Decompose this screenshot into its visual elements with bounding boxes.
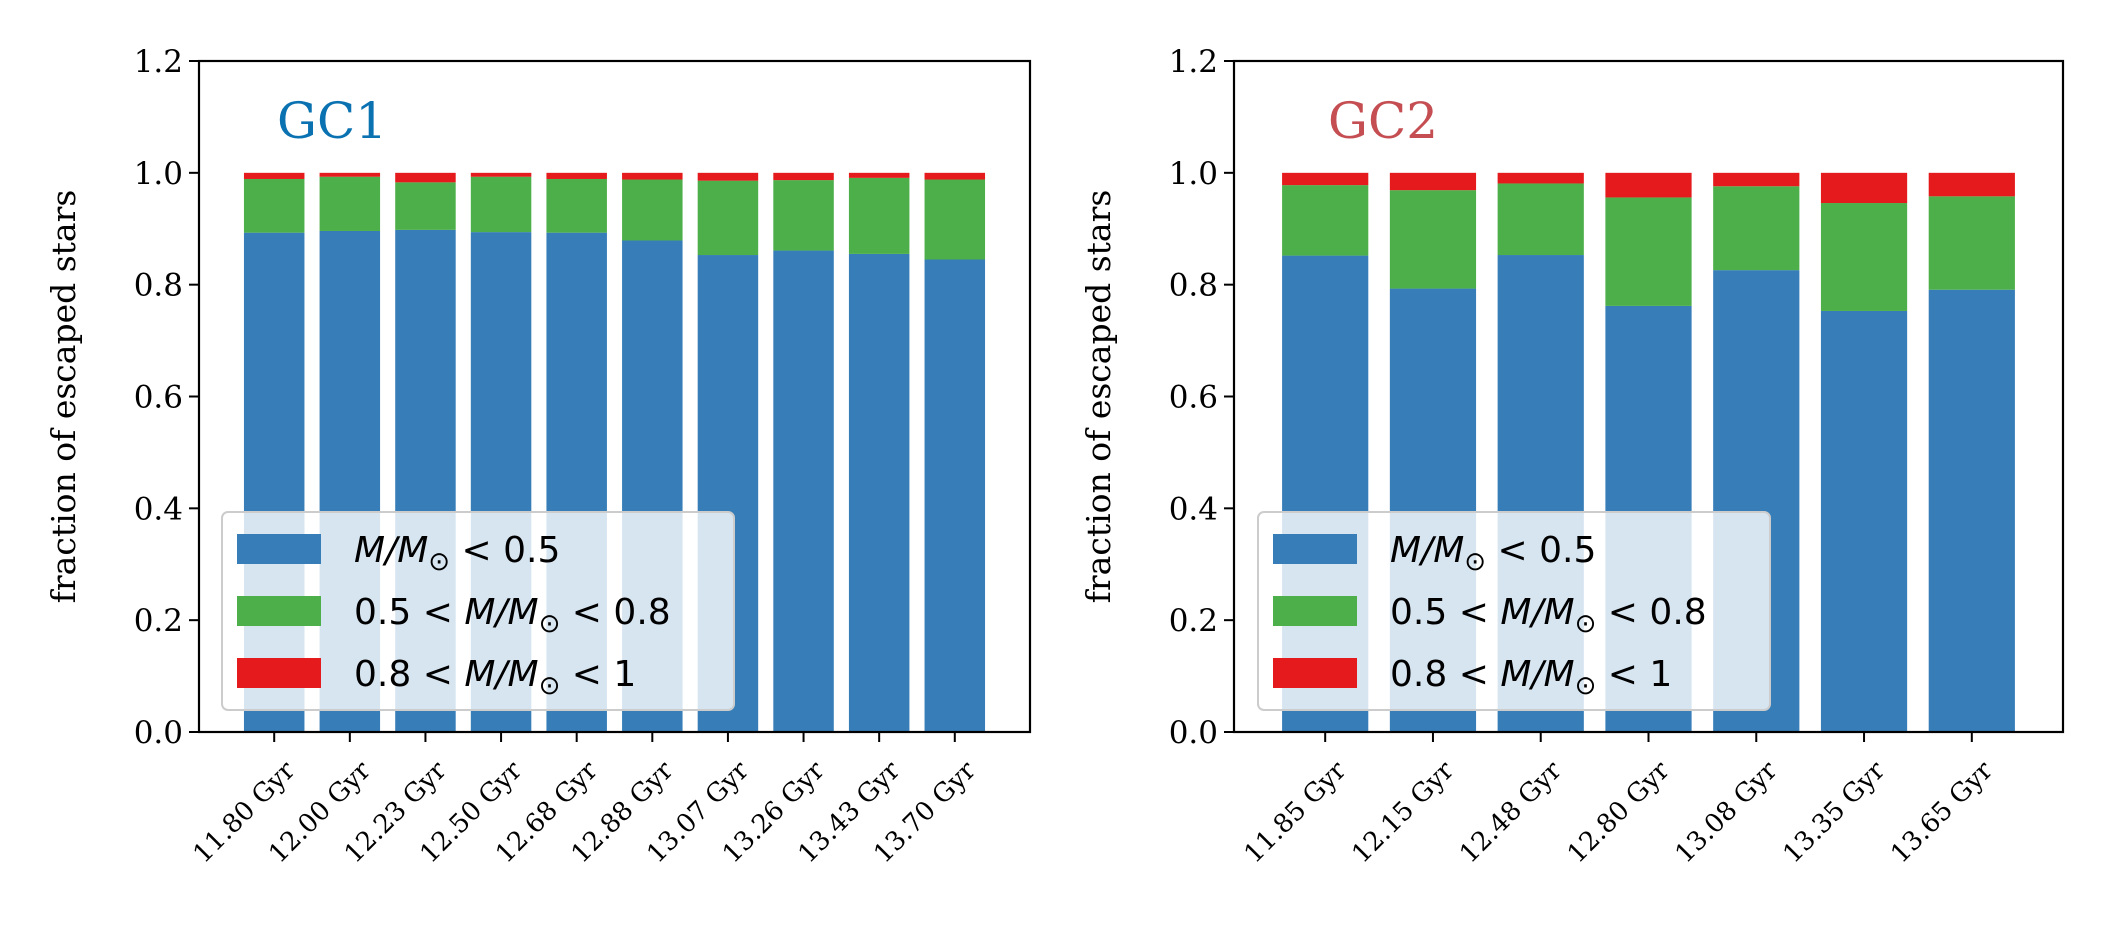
y-tick-label: 1.0 xyxy=(134,156,183,192)
y-tick-label: 1.2 xyxy=(1169,44,1218,80)
y-tick-label: 1.2 xyxy=(134,44,183,80)
bar-gc1-series1-8 xyxy=(773,250,834,732)
legend-swatch xyxy=(237,596,321,626)
legend-swatch xyxy=(1273,534,1357,564)
y-tick-label: 0.2 xyxy=(134,603,183,639)
legend-label: M/M⊙ < 0.5 xyxy=(354,530,560,577)
bar-gc2-series3-7 xyxy=(1928,172,2015,197)
bar-gc1-series2-9 xyxy=(848,177,910,254)
y-axis-label: fraction of escaped stars xyxy=(1079,190,1118,604)
bar-gc1-series2-6 xyxy=(622,179,683,241)
legend-swatch xyxy=(1273,658,1357,688)
legend: M/M⊙ < 0.5 0.5 < M/M⊙ < 0.8 0.8 < M/M⊙ < 1 xyxy=(221,511,735,711)
y-tick-label: 0.6 xyxy=(134,380,183,416)
bar-gc2-series3-4 xyxy=(1605,172,1692,198)
legend: M/M⊙ < 0.5 0.5 < M/M⊙ < 0.8 0.8 < M/M⊙ < 1 xyxy=(1257,511,1771,711)
bar-gc2-series2-4 xyxy=(1605,197,1692,306)
bar-gc2-series1-7 xyxy=(1928,289,2015,732)
bar-gc1-series3-10 xyxy=(924,172,986,180)
bar-gc1-series3-9 xyxy=(848,172,910,178)
y-tick-label: 1.0 xyxy=(1169,156,1218,192)
x-tick-label: 13.65 Gyr xyxy=(1885,755,1999,869)
bar-gc2-series3-5 xyxy=(1713,172,1800,187)
y-axis-label: fraction of escaped stars xyxy=(44,190,83,604)
bar-gc1-series3-1 xyxy=(243,172,305,179)
y-tick-label: 0.4 xyxy=(1169,491,1218,527)
bar-gc1-series2-4 xyxy=(470,176,532,233)
legend-swatch xyxy=(237,658,321,688)
bar-gc1-series3-6 xyxy=(622,172,683,180)
panel-title: GC1 xyxy=(277,92,387,150)
bar-gc2-series3-3 xyxy=(1497,172,1584,184)
bar-gc1-series3-8 xyxy=(773,172,834,181)
bar-gc1-series2-7 xyxy=(697,180,759,256)
bar-gc1-series2-1 xyxy=(243,178,305,233)
y-tick-label: 0.6 xyxy=(1169,380,1218,416)
bar-gc1-series3-3 xyxy=(395,172,456,183)
bar-gc1-series1-10 xyxy=(924,259,986,732)
x-tick-label: 11.85 Gyr xyxy=(1239,755,1353,869)
y-tick-label: 0.8 xyxy=(134,268,183,304)
bar-gc1-series2-2 xyxy=(319,176,381,231)
bar-gc2-series3-6 xyxy=(1820,172,1908,204)
bar-gc2-series2-2 xyxy=(1389,190,1477,289)
legend-label: 0.5 < M/M⊙ < 0.8 xyxy=(354,592,671,639)
bar-gc1-series3-7 xyxy=(697,172,759,181)
y-tick-label: 0.2 xyxy=(1169,603,1218,639)
legend-frame xyxy=(221,511,735,711)
x-tick-label: 12.15 Gyr xyxy=(1346,755,1460,869)
bar-gc2-series2-3 xyxy=(1497,183,1584,256)
bar-gc2-series2-7 xyxy=(1928,196,2015,290)
legend-label: 0.5 < M/M⊙ < 0.8 xyxy=(1390,592,1707,639)
legend-frame xyxy=(1257,511,1771,711)
bar-gc1-series2-5 xyxy=(546,178,607,233)
bar-gc1-series3-2 xyxy=(319,172,381,177)
y-tick-label: 0.0 xyxy=(134,715,183,751)
bar-gc2-series2-6 xyxy=(1820,203,1908,311)
bar-gc1-series3-4 xyxy=(470,172,532,177)
bar-gc1-series2-3 xyxy=(395,182,456,230)
bar-gc2-series2-1 xyxy=(1282,185,1369,256)
y-tick-label: 0.4 xyxy=(134,491,183,527)
bar-gc1-series3-5 xyxy=(546,172,607,179)
bar-gc2-series1-6 xyxy=(1820,310,1908,732)
bar-gc1-series2-10 xyxy=(924,179,986,260)
bar-gc2-series2-5 xyxy=(1713,186,1800,271)
x-tick-label: 12.48 Gyr xyxy=(1454,755,1568,869)
legend-label: 0.8 < M/M⊙ < 1 xyxy=(1390,654,1672,701)
panel-title: GC2 xyxy=(1328,92,1438,150)
legend-label: M/M⊙ < 0.5 xyxy=(1390,530,1596,577)
x-tick-label: 13.08 Gyr xyxy=(1670,755,1784,869)
bar-gc2-series3-1 xyxy=(1282,172,1369,186)
y-tick-label: 0.8 xyxy=(1169,268,1218,304)
legend-label: 0.8 < M/M⊙ < 1 xyxy=(354,654,636,701)
y-tick-label: 0.0 xyxy=(1169,715,1218,751)
legend-swatch xyxy=(1273,596,1357,626)
x-tick-label: 13.35 Gyr xyxy=(1777,755,1891,869)
bar-gc1-series1-9 xyxy=(848,253,910,732)
bar-gc1-series2-8 xyxy=(773,180,834,251)
x-tick-label: 12.80 Gyr xyxy=(1562,755,1676,869)
legend-swatch xyxy=(237,534,321,564)
bar-gc2-series3-2 xyxy=(1389,172,1477,191)
